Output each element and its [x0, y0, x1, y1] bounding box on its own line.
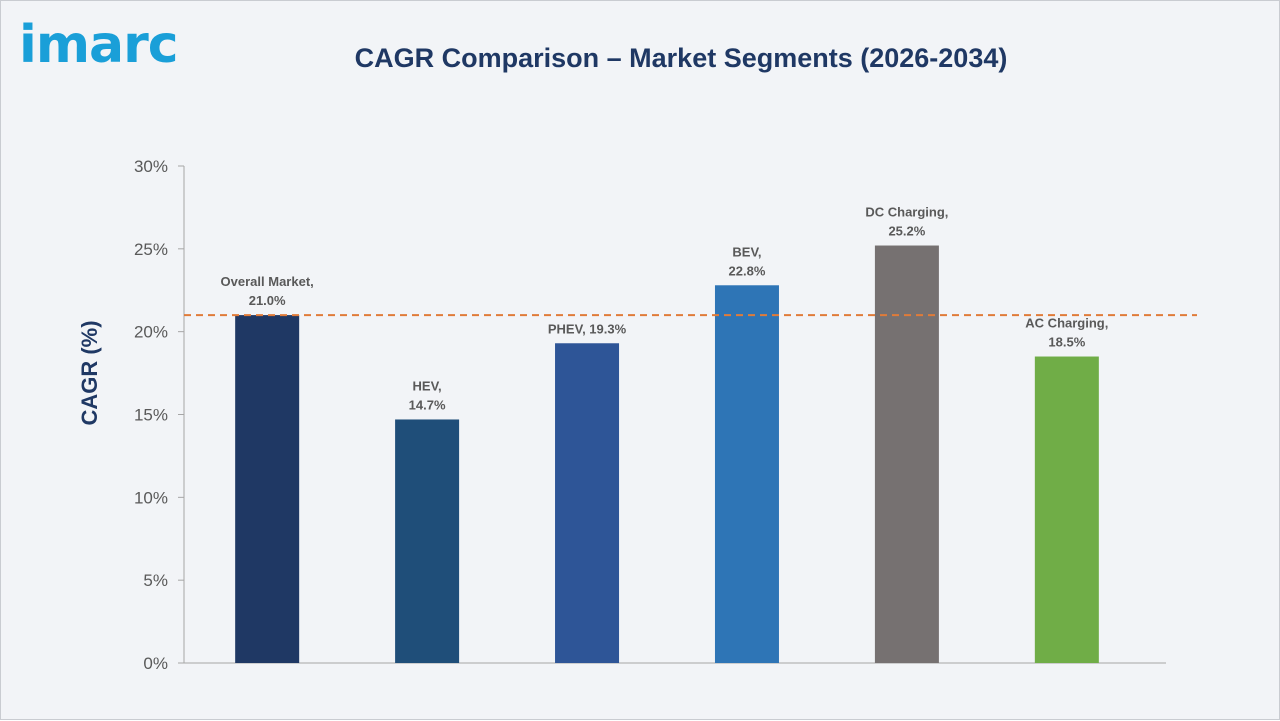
bar-dc-charging — [874, 245, 939, 663]
chart-title: CAGR Comparison – Market Segments (2026-… — [354, 43, 1008, 73]
data-label-overall-market: Overall Market, — [221, 274, 314, 289]
bar-overall-market — [235, 315, 300, 663]
bar-phev — [555, 343, 620, 663]
bars — [235, 245, 1099, 663]
y-tick-label: 15% — [134, 406, 168, 425]
data-label-bev: BEV, — [732, 244, 761, 259]
data-label-dc-charging: DC Charging, — [865, 205, 948, 220]
y-tick-label: 0% — [143, 654, 168, 673]
data-label-hev: 14.7% — [409, 397, 446, 412]
data-labels: Overall Market, 21.0% HEV, 14.7% PHEV, 19.3%… — [221, 205, 1109, 413]
bar-hev — [395, 419, 460, 663]
bar-ac-charging — [1034, 356, 1099, 663]
y-tick-label: 30% — [134, 157, 168, 176]
y-tick-label: 5% — [143, 571, 168, 590]
y-axis-label: CAGR (%) — [77, 320, 102, 425]
y-tick-label: 10% — [134, 488, 168, 507]
data-label-bev: 22.8% — [729, 263, 766, 278]
y-ticks: 0% 5% 10% 15% 20% 25% 30% — [134, 157, 184, 673]
data-label-dc-charging: 25.2% — [888, 224, 925, 239]
bar-bev — [714, 285, 779, 663]
data-label-ac-charging: AC Charging, — [1025, 316, 1108, 331]
y-tick-label: 20% — [134, 323, 168, 342]
y-tick-label: 25% — [134, 240, 168, 259]
data-label-hev: HEV, — [413, 378, 442, 393]
data-label-phev: PHEV, 19.3% — [548, 321, 627, 336]
imarc-logo: imarc — [19, 15, 179, 75]
data-label-ac-charging: 18.5% — [1048, 335, 1085, 350]
data-label-overall-market: 21.0% — [249, 293, 286, 308]
